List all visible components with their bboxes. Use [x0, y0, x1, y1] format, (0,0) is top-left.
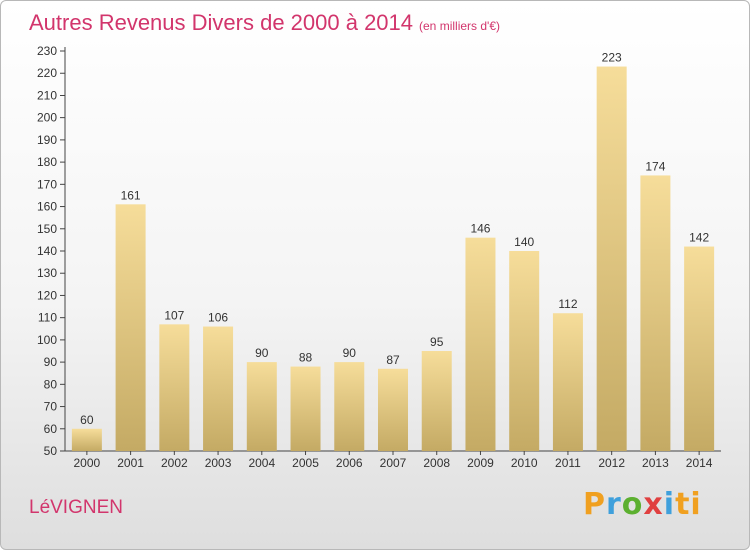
bar-2001 [115, 204, 146, 451]
bar-2005 [290, 366, 321, 451]
y-tick-label: 90 [44, 355, 58, 369]
bar-2000 [71, 428, 102, 451]
y-tick-label: 120 [37, 288, 57, 302]
logo-letter: i [663, 487, 676, 522]
x-tick-label-2014: 2014 [686, 456, 713, 470]
x-tick-label-2006: 2006 [336, 456, 363, 470]
data-label-2012: 223 [602, 51, 622, 65]
data-label-2008: 95 [430, 335, 444, 349]
y-tick-label: 130 [37, 266, 57, 280]
bar-2004 [246, 362, 277, 451]
x-tick-label-2013: 2013 [642, 456, 669, 470]
chart-title: Autres Revenus Divers de 2000 à 2014 (en … [29, 10, 500, 36]
bar-2006 [334, 362, 365, 451]
chart-unit-note: (en milliers d'€) [419, 19, 500, 33]
logo-letter: t [675, 487, 691, 522]
y-tick-label: 70 [44, 400, 58, 414]
y-tick-label: 170 [37, 177, 57, 191]
y-tick-label: 150 [37, 222, 57, 236]
logo-letter: P [583, 487, 606, 522]
bar-2008 [421, 351, 452, 451]
y-tick-label: 80 [44, 377, 58, 391]
x-tick-label-2003: 2003 [205, 456, 232, 470]
data-label-2014: 142 [689, 231, 709, 245]
bar-2014 [684, 246, 715, 451]
logo-letter: o [621, 487, 644, 522]
bar-2013 [640, 175, 671, 451]
data-label-2007: 87 [386, 353, 400, 367]
x-tick-label-2004: 2004 [248, 456, 275, 470]
x-tick-label-2005: 2005 [292, 456, 319, 470]
x-tick-label-2009: 2009 [467, 456, 494, 470]
y-tick-label: 50 [44, 444, 58, 458]
data-label-2003: 106 [208, 311, 228, 325]
data-label-2013: 174 [645, 159, 665, 173]
x-tick-label-2011: 2011 [555, 456, 581, 470]
y-tick-label: 190 [37, 133, 57, 147]
bar-2002 [159, 324, 190, 451]
x-tick-label-2000: 2000 [74, 456, 101, 470]
y-tick-label: 200 [37, 111, 57, 125]
y-tick-label: 230 [37, 44, 57, 58]
y-tick-label: 160 [37, 200, 57, 214]
bar-2007 [378, 368, 408, 451]
proxiti-logo: Proxiti [583, 487, 702, 522]
bar-2010 [509, 251, 540, 451]
x-tick-label-2007: 2007 [380, 456, 407, 470]
y-tick-label: 210 [37, 88, 57, 102]
y-tick-label: 100 [37, 333, 57, 347]
data-label-2011: 112 [558, 297, 577, 311]
bars: 60 161 107 106 90 88 90 87 95 146 140 112 223 174 142 [71, 51, 715, 452]
logo-letter: i [690, 487, 702, 522]
y-tick-label: 60 [44, 422, 58, 436]
bar-2011 [552, 313, 583, 451]
x-tick-label-2001: 2001 [117, 456, 144, 470]
town-name: LéVIGNEN [29, 497, 123, 518]
x-tick-label-2012: 2012 [598, 456, 625, 470]
data-label-2001: 161 [121, 188, 141, 202]
y-tick-label: 110 [38, 311, 57, 325]
data-label-2006: 90 [343, 346, 357, 360]
bar-2003 [203, 326, 234, 451]
data-label-2002: 107 [164, 308, 184, 322]
chart-title-text: Autres Revenus Divers de 2000 à 2014 [29, 10, 414, 35]
y-tick-label: 220 [37, 66, 57, 80]
data-label-2000: 60 [80, 413, 94, 427]
x-tick-label-2008: 2008 [423, 456, 450, 470]
data-label-2004: 90 [255, 346, 269, 360]
x-tick-label-2002: 2002 [161, 456, 188, 470]
bar-2009 [465, 237, 496, 451]
data-label-2010: 140 [514, 235, 534, 249]
logo-letter: r [606, 487, 622, 522]
data-label-2005: 88 [299, 351, 313, 365]
y-tick-label: 180 [37, 155, 57, 169]
axes: 50 60 70 80 90 100 110 120 130 140 150 160 170 180 190… [37, 44, 721, 470]
data-label-2009: 146 [470, 222, 490, 236]
y-tick-label: 140 [37, 244, 57, 258]
logo-letter: x [643, 487, 664, 522]
bar-2012 [596, 66, 627, 452]
x-tick-label-2010: 2010 [511, 456, 538, 470]
